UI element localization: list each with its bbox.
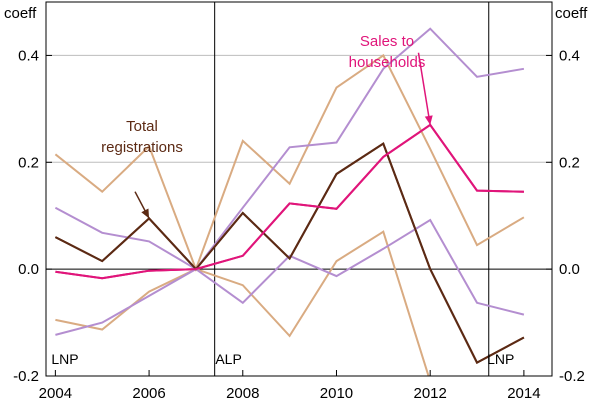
annotation-sales-to-households-line2: households xyxy=(349,54,426,71)
annotations: Total registrations Sales to households xyxy=(101,33,433,219)
period-dividers xyxy=(214,2,490,376)
y-tick-label-left: -0.2 xyxy=(13,368,39,385)
period-label-lnp: LNP xyxy=(51,351,78,367)
axis-ticks xyxy=(46,54,552,377)
period-label-lnp: LNP xyxy=(487,351,514,367)
series-line-3 xyxy=(55,230,430,376)
axis-labels: 2004 2006 2008 2010 2012 2014 -0.2 -0.2 0.0 0.0 0.… xyxy=(4,5,588,402)
y-tick-label-right: 0.0 xyxy=(559,261,580,278)
y-axis-unit-left: coeff xyxy=(4,5,37,22)
x-tick-label: 2004 xyxy=(39,385,72,402)
series-lines xyxy=(54,27,525,376)
annotation-total-registrations-line1: Total xyxy=(126,118,158,135)
y-tick-label-left: 0.2 xyxy=(18,154,39,171)
annotation-arrow-line xyxy=(417,52,431,126)
annotation-sales-to-households-line1: Sales to xyxy=(360,33,414,50)
annotation-arrow-head xyxy=(424,115,433,125)
y-tick-label-left: 0.4 xyxy=(18,47,39,64)
y-tick-label-right: -0.2 xyxy=(559,368,585,385)
series-line-2 xyxy=(54,53,525,272)
x-tick-label: 2014 xyxy=(507,385,540,402)
period-label-alp: ALP xyxy=(215,351,241,367)
x-tick-label: 2008 xyxy=(226,385,259,402)
x-tick-label: 2012 xyxy=(413,385,446,402)
y-tick-label-right: 0.4 xyxy=(559,47,580,64)
annotation-arrow-head xyxy=(141,208,150,219)
series-line-top-0 xyxy=(54,142,525,364)
plot-frame xyxy=(45,1,553,377)
x-tick-label: 2010 xyxy=(320,385,353,402)
y-axis-unit-right: coeff xyxy=(555,5,588,22)
annotation-total-registrations-line2: registrations xyxy=(101,139,183,156)
series-line-5 xyxy=(55,218,525,336)
y-tick-label-right: 0.2 xyxy=(559,154,580,171)
series-line-4 xyxy=(54,27,525,271)
y-tick-label-left: 0.0 xyxy=(18,261,39,278)
series-line-top-1 xyxy=(55,123,524,280)
x-tick-label: 2006 xyxy=(132,385,165,402)
series-line-0 xyxy=(54,142,525,364)
